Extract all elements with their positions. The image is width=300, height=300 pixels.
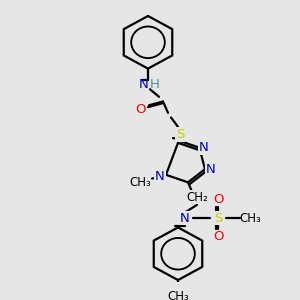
Text: CH₂: CH₂ bbox=[186, 191, 208, 204]
Text: S: S bbox=[176, 128, 184, 141]
Text: N: N bbox=[199, 141, 209, 154]
Text: N: N bbox=[139, 78, 149, 91]
Text: O: O bbox=[135, 103, 145, 116]
Text: CH₃: CH₃ bbox=[129, 176, 151, 189]
Text: N: N bbox=[206, 163, 216, 176]
Text: N: N bbox=[155, 170, 165, 183]
Text: H: H bbox=[150, 78, 160, 91]
Text: S: S bbox=[214, 212, 222, 224]
Text: N: N bbox=[180, 212, 190, 224]
Text: CH₃: CH₃ bbox=[167, 290, 189, 300]
Text: O: O bbox=[213, 230, 223, 243]
Text: O: O bbox=[213, 193, 223, 206]
Text: CH₃: CH₃ bbox=[239, 212, 261, 224]
